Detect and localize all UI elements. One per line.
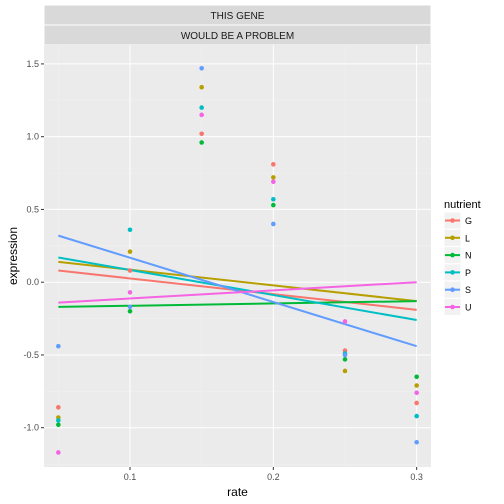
legend-key-point-U [450,304,455,310]
data-points [56,65,419,455]
data-point-S [414,439,419,445]
data-point-G [271,162,276,167]
data-point-S [271,221,276,227]
legend-key-point-G [450,218,455,223]
data-point-L [127,249,133,254]
legend-label-P: P [465,268,471,278]
x-tick-label: 0.1 [124,472,137,482]
data-point-P [271,196,276,202]
y-tick-label: 0.5 [26,204,39,214]
data-point-P [56,418,61,423]
fit-line-P [58,256,417,322]
y-tick-label: -0.5 [23,350,39,360]
facet-strip-label-2: WOULD BE A PROBLEM [181,31,294,42]
data-point-N [414,374,419,380]
data-point-G [199,131,204,137]
legend-label-U: U [465,303,472,313]
data-point-L [342,368,348,374]
legend-key-point-S [450,287,455,293]
y-tick-label: 1.0 [26,132,39,142]
data-point-P [127,227,133,233]
y-tick-label: 1.5 [26,59,39,69]
data-point-S [342,352,348,358]
data-point-S [127,304,133,310]
y-tick-label: -1.0 [23,423,39,433]
plot-panel [44,45,431,467]
data-point-U [127,290,133,295]
data-point-N [199,140,204,145]
data-point-N [271,202,276,208]
data-point-N [127,308,133,314]
data-point-U [56,450,61,455]
x-tick-label: 0.2 [267,472,280,482]
legend-label-S: S [465,285,471,295]
y-tick-label: 0.0 [26,277,39,287]
data-point-N [342,357,348,362]
data-point-U [199,112,204,118]
data-point-L [271,175,276,180]
legend-label-N: N [465,251,472,261]
legend-key-point-P [450,270,455,275]
y-axis-label: expression [6,227,20,285]
data-point-U [271,179,276,185]
fit-lines [58,234,417,348]
data-point-N [56,422,61,428]
data-point-S [56,343,61,349]
fit-line-N [58,300,417,308]
y-axis-ticks: -1.0 -0.5 0.0 0.5 1.0 1.5 [23,59,44,433]
grid-minor-lines [44,45,431,467]
legend-key-point-N [450,252,455,258]
x-tick-label: 0.3 [410,472,423,482]
data-point-U [414,390,419,396]
legend-key-point-L [450,235,455,241]
data-point-S [199,65,204,71]
data-point-G [56,405,61,410]
data-point-G [127,268,133,273]
facet-strip-label-1: THIS GENE [211,11,265,22]
data-point-L [199,84,204,90]
data-point-G [414,400,419,406]
data-point-L [414,383,419,388]
fit-line-U [58,281,417,304]
legend-title: nutrient [444,199,481,211]
data-point-U [342,319,348,324]
grid-major-lines [44,45,431,467]
x-axis-ticks: 0.1 0.2 0.3 [124,467,423,482]
data-point-P [199,105,204,110]
data-point-P [414,413,419,419]
fit-line-S [58,234,417,348]
legend-label-L: L [465,233,470,243]
legend-label-G: G [465,216,472,226]
x-axis-label: rate [227,485,248,499]
